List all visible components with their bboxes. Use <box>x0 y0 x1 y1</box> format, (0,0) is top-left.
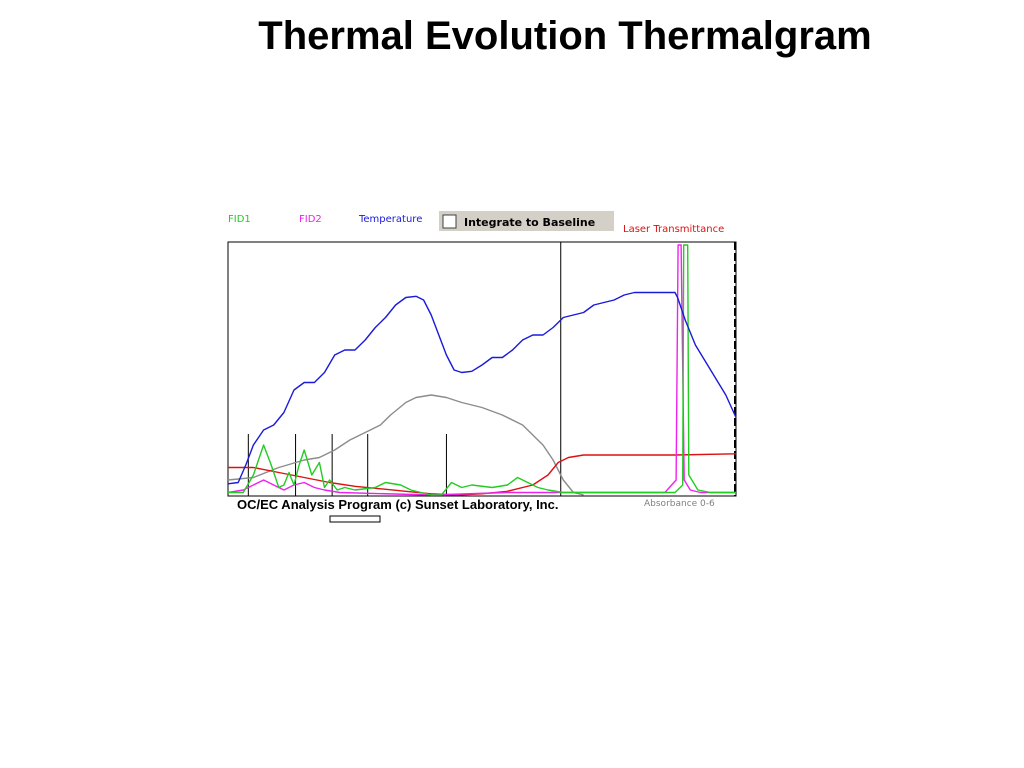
slide-title: Thermal Evolution Thermalgram <box>258 14 872 58</box>
legend-laser-transmittance: Laser Transmittance <box>623 224 724 235</box>
scrollbar-thumb[interactable] <box>329 515 381 523</box>
plot-frame <box>227 241 737 497</box>
thermogram-chart: FID1 FID2 Temperature Integrate to Basel… <box>227 211 737 523</box>
plot-layer <box>227 242 737 496</box>
series-line-fid1 <box>228 244 736 496</box>
legend-fid1: FID1 <box>228 214 251 225</box>
integrate-checkbox[interactable] <box>442 214 457 229</box>
program-label: OC/EC Analysis Program (c) Sunset Labora… <box>237 497 558 512</box>
legend-temperature: Temperature <box>358 214 422 225</box>
absorbance-label: Absorbance 0-6 <box>644 499 715 509</box>
integrate-to-baseline-button[interactable]: Integrate to Baseline <box>439 211 614 231</box>
integrate-button-face[interactable] <box>439 211 614 231</box>
legend-fid2: FID2 <box>299 214 322 225</box>
series-line-gray <box>227 394 584 496</box>
integrate-button-label: Integrate to Baseline <box>464 216 595 229</box>
series-line-temperature <box>227 291 737 485</box>
